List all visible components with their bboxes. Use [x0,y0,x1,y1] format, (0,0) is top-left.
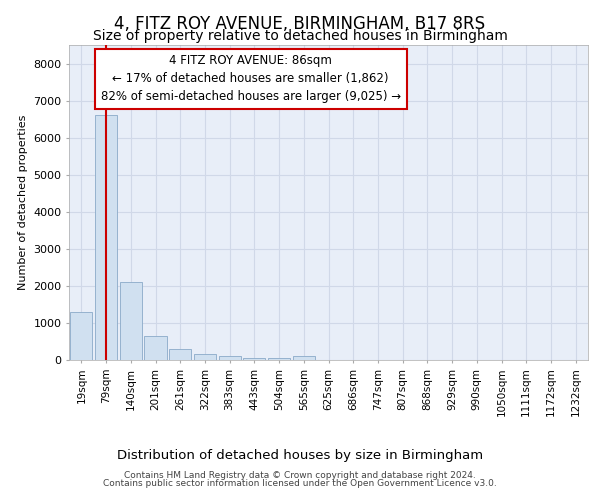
Bar [70,312,92,360]
Bar [169,349,191,360]
Bar [194,354,216,360]
Bar [95,116,117,360]
Bar [145,336,167,360]
Bar [119,282,142,360]
Y-axis label: Number of detached properties: Number of detached properties [17,115,28,290]
Text: Distribution of detached houses by size in Birmingham: Distribution of detached houses by size … [117,450,483,462]
Bar [268,358,290,360]
Text: 4 FITZ ROY AVENUE: 86sqm
← 17% of detached houses are smaller (1,862)
82% of sem: 4 FITZ ROY AVENUE: 86sqm ← 17% of detach… [101,54,401,104]
Bar [243,358,265,360]
Text: Size of property relative to detached houses in Birmingham: Size of property relative to detached ho… [92,29,508,43]
Bar [293,356,315,360]
Text: 4, FITZ ROY AVENUE, BIRMINGHAM, B17 8RS: 4, FITZ ROY AVENUE, BIRMINGHAM, B17 8RS [115,15,485,33]
Text: Contains HM Land Registry data © Crown copyright and database right 2024.: Contains HM Land Registry data © Crown c… [124,471,476,480]
Bar [218,356,241,360]
Text: Contains public sector information licensed under the Open Government Licence v3: Contains public sector information licen… [103,479,497,488]
